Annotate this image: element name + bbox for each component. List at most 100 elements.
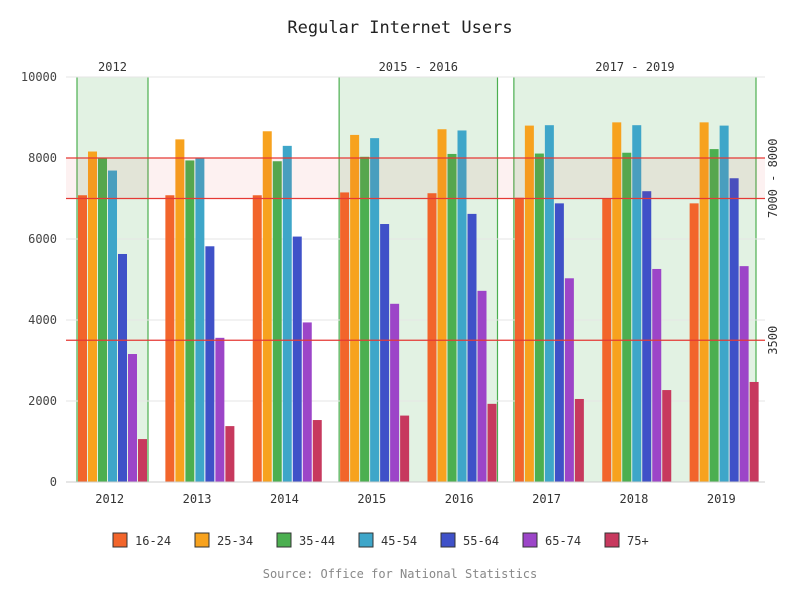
legend-layer[interactable]: 16-24 25-34 35-44 45-54 55-64 65-74 75+: [112, 532, 649, 548]
bar-16-24-2019[interactable]: [689, 203, 699, 483]
bar-35-44-2012[interactable]: [98, 158, 107, 482]
bar-45-54-2013[interactable]: [195, 157, 205, 482]
legend-swatch: [276, 532, 292, 548]
bar-25-34-2015[interactable]: [350, 134, 360, 483]
bar-55-64-2019[interactable]: [729, 178, 739, 482]
legend-item-55-64[interactable]: 55-64: [440, 532, 499, 548]
bar-55-64-2017[interactable]: [554, 203, 564, 483]
bar-35-44-2013[interactable]: [185, 160, 195, 482]
x-tick-label: 2015: [357, 492, 386, 506]
y-tick-label: 2000: [28, 394, 57, 408]
bar-45-54-2012[interactable]: [108, 170, 117, 482]
bar-35-44-2015[interactable]: [360, 156, 370, 482]
legend-label: 45-54: [381, 534, 417, 548]
legend-swatch: [604, 532, 620, 548]
legend-label: 25-34: [217, 534, 253, 548]
bar-16-24-2012[interactable]: [78, 195, 87, 482]
y-range-label: 7000 - 8000: [766, 139, 780, 218]
bar-45-54-2016[interactable]: [457, 130, 467, 482]
bar-65-74-2012[interactable]: [128, 354, 137, 482]
bar-25-34-2016[interactable]: [437, 129, 447, 482]
bar-55-64-2015[interactable]: [380, 224, 390, 482]
bar-16-24-2014[interactable]: [252, 195, 262, 482]
overlays-layer: 7000 - 8000 3500: [66, 139, 780, 355]
y-tick-label: 10000: [21, 70, 57, 84]
y-threshold-label: 3500: [766, 326, 780, 355]
bar-45-54-2014[interactable]: [282, 145, 292, 482]
legend-item-45-54[interactable]: 45-54: [358, 532, 417, 548]
bar-65-74-2014[interactable]: [302, 322, 312, 482]
bar-65-74-2016[interactable]: [477, 290, 487, 482]
bar-35-44-2018[interactable]: [622, 152, 632, 483]
y-tick-label: 8000: [28, 151, 57, 165]
legend-swatch: [112, 532, 128, 548]
x-tick-label: 2019: [707, 492, 736, 506]
bar-75+-2017[interactable]: [574, 398, 584, 482]
bar-35-44-2017[interactable]: [534, 153, 544, 483]
legend-label: 35-44: [299, 534, 335, 548]
bar-16-24-2013[interactable]: [165, 195, 175, 482]
x-tick-label: 2016: [445, 492, 474, 506]
x-tick-label: 2012: [95, 492, 124, 506]
y-tick-label: 4000: [28, 313, 57, 327]
bar-75+-2018[interactable]: [662, 390, 672, 482]
legend-swatch: [440, 532, 456, 548]
bar-75+-2014[interactable]: [312, 420, 322, 482]
x-tick-label: 2018: [619, 492, 648, 506]
bar-55-64-2014[interactable]: [292, 236, 302, 482]
legend-label: 75+: [627, 534, 649, 548]
chart-title: Regular Internet Users: [287, 18, 512, 38]
bar-25-34-2012[interactable]: [88, 151, 97, 482]
bar-35-44-2016[interactable]: [447, 153, 457, 482]
legend-label: 65-74: [545, 534, 581, 548]
legend-label: 55-64: [463, 534, 499, 548]
bar-75+-2015[interactable]: [400, 415, 410, 482]
bar-75+-2012[interactable]: [138, 439, 147, 482]
bar-35-44-2019[interactable]: [709, 149, 719, 482]
x-tick-label: 2013: [183, 492, 212, 506]
bar-65-74-2015[interactable]: [390, 303, 400, 482]
bar-65-74-2013[interactable]: [215, 337, 225, 482]
bar-75+-2019[interactable]: [749, 381, 759, 482]
annotation-band-label: 2017 - 2019: [595, 60, 674, 74]
axes-layer: 0 2000 4000 6000 8000 10000 2012 2013 2014 2015 20…: [21, 70, 765, 506]
x-tick-label: 2014: [270, 492, 299, 506]
annotation-band-label: 2012: [98, 60, 127, 74]
x-tick-label: 2017: [532, 492, 561, 506]
bar-25-34-2014[interactable]: [262, 131, 272, 482]
legend-item-35-44[interactable]: 35-44: [276, 532, 335, 548]
bar-16-24-2015[interactable]: [340, 192, 350, 483]
bar-25-34-2017[interactable]: [524, 125, 534, 482]
bar-35-44-2014[interactable]: [272, 161, 282, 483]
bar-45-54-2019[interactable]: [719, 125, 729, 482]
bar-45-54-2018[interactable]: [632, 125, 642, 482]
bar-25-34-2018[interactable]: [612, 122, 622, 483]
bar-45-54-2017[interactable]: [544, 125, 554, 482]
bar-65-74-2019[interactable]: [739, 266, 749, 482]
bar-75+-2013[interactable]: [225, 426, 235, 482]
legend-item-25-34[interactable]: 25-34: [194, 532, 253, 548]
bar-25-34-2019[interactable]: [699, 122, 709, 483]
legend-item-75+[interactable]: 75+: [604, 532, 649, 548]
y-range-band: [66, 158, 765, 199]
bar-55-64-2018[interactable]: [642, 191, 652, 482]
y-tick-label: 0: [50, 475, 57, 489]
legend-item-65-74[interactable]: 65-74: [522, 532, 581, 548]
chart-source: Source: Office for National Statistics: [263, 567, 538, 581]
bar-55-64-2012[interactable]: [118, 253, 127, 482]
bar-65-74-2018[interactable]: [652, 268, 662, 482]
bar-75+-2016[interactable]: [487, 403, 497, 482]
bar-55-64-2016[interactable]: [467, 213, 477, 482]
bar-25-34-2013[interactable]: [175, 139, 185, 482]
bar-16-24-2016[interactable]: [427, 193, 437, 483]
legend-item-16-24[interactable]: 16-24: [112, 532, 171, 548]
bar-65-74-2017[interactable]: [564, 278, 574, 482]
bar-45-54-2015[interactable]: [370, 138, 380, 482]
bar-55-64-2013[interactable]: [205, 246, 215, 482]
y-tick-label: 6000: [28, 232, 57, 246]
legend-swatch: [194, 532, 210, 548]
legend-swatch: [358, 532, 374, 548]
legend-label: 16-24: [135, 534, 171, 548]
